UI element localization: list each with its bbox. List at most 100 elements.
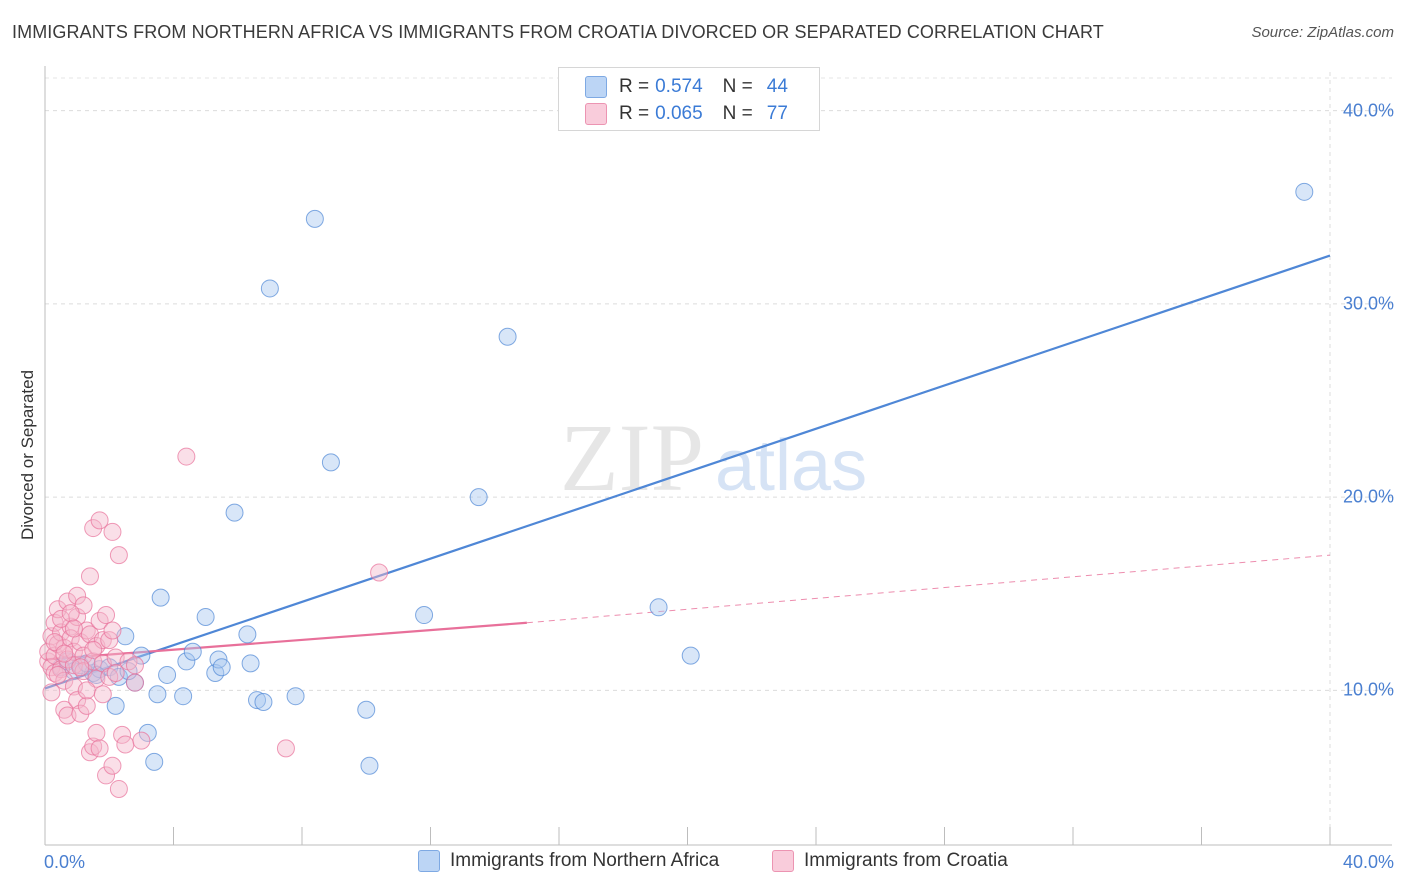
data-point bbox=[71, 658, 90, 677]
data-points bbox=[39, 182, 1314, 798]
data-point bbox=[254, 692, 273, 711]
legend-r-label: R = bbox=[619, 76, 650, 97]
trend-line bbox=[44, 254, 1331, 690]
bottom-legend-swatch-northern-africa bbox=[418, 850, 440, 872]
data-point bbox=[113, 725, 132, 744]
y-axis-label: Divorced or Separated bbox=[18, 369, 37, 541]
legend-n-label: N = bbox=[722, 76, 753, 97]
data-point bbox=[649, 598, 668, 617]
legend-n-value: 77 bbox=[766, 103, 788, 124]
data-point bbox=[116, 735, 135, 754]
data-point bbox=[80, 743, 99, 762]
data-point bbox=[103, 621, 122, 640]
data-point bbox=[260, 279, 279, 298]
data-point bbox=[138, 723, 157, 742]
y-tick-label: 40.0% bbox=[1342, 100, 1394, 121]
data-point bbox=[109, 546, 128, 565]
data-point bbox=[248, 691, 267, 710]
data-point bbox=[415, 606, 434, 625]
data-point bbox=[64, 656, 83, 675]
watermark-atlas: atlas bbox=[715, 426, 867, 506]
data-point bbox=[321, 453, 340, 472]
legend-row-croatia: R = 0.065 N = 77 bbox=[585, 101, 788, 127]
data-point bbox=[1295, 182, 1314, 201]
chart-title: IMMIGRANTS FROM NORTHERN AFRICA VS IMMIG… bbox=[12, 22, 1104, 42]
data-point bbox=[196, 607, 215, 626]
data-point bbox=[177, 447, 196, 466]
data-point bbox=[125, 673, 144, 692]
data-point bbox=[48, 665, 67, 684]
data-point bbox=[80, 567, 99, 586]
data-point bbox=[145, 752, 164, 771]
legend-row-northern-africa: R = 0.574 N = 44 bbox=[585, 74, 788, 100]
data-point bbox=[71, 704, 90, 723]
data-point bbox=[276, 739, 295, 758]
data-point bbox=[183, 642, 202, 661]
data-point bbox=[100, 631, 119, 650]
data-point bbox=[238, 625, 257, 644]
x-tick-label-max: 40.0% bbox=[1342, 852, 1394, 872]
legend-r-value: 0.574 bbox=[655, 76, 703, 97]
axes bbox=[44, 66, 1392, 846]
data-point bbox=[68, 691, 87, 710]
data-point bbox=[97, 766, 116, 785]
data-point bbox=[106, 664, 125, 683]
legend-swatch-northern-africa bbox=[585, 76, 607, 98]
trend-line-extension bbox=[526, 554, 1331, 624]
data-point bbox=[212, 658, 231, 677]
data-point bbox=[84, 519, 103, 538]
bottom-legend-label: Immigrants from Croatia bbox=[804, 850, 1008, 871]
watermark: ZIP atlas bbox=[560, 404, 867, 511]
data-point bbox=[106, 696, 125, 715]
data-point bbox=[84, 640, 103, 659]
data-point bbox=[74, 646, 93, 665]
trend-lines bbox=[44, 254, 1331, 690]
source-label: Source: ZipAtlas.com bbox=[1251, 24, 1394, 41]
data-point bbox=[93, 631, 112, 650]
data-point bbox=[177, 652, 196, 671]
data-point bbox=[77, 681, 96, 700]
data-point bbox=[103, 756, 122, 775]
legend-n-label: N = bbox=[722, 103, 753, 124]
data-point bbox=[125, 656, 144, 675]
data-point bbox=[225, 503, 244, 522]
gridlines bbox=[45, 72, 1392, 845]
data-point bbox=[241, 654, 260, 673]
data-point bbox=[357, 700, 376, 719]
data-point bbox=[84, 737, 103, 756]
data-point bbox=[61, 604, 80, 623]
data-point bbox=[174, 687, 193, 706]
data-point bbox=[90, 739, 109, 758]
data-point bbox=[42, 683, 61, 702]
legend-r-label: R = bbox=[619, 103, 650, 124]
y-tick-label: 10.0% bbox=[1342, 679, 1394, 700]
data-point bbox=[370, 563, 389, 582]
data-point bbox=[498, 327, 517, 346]
data-point bbox=[77, 696, 96, 715]
data-point bbox=[148, 685, 167, 704]
data-point bbox=[151, 588, 170, 607]
data-point bbox=[55, 638, 74, 657]
data-point bbox=[158, 665, 177, 684]
bottom-legend-croatia: Immigrants from Croatia bbox=[772, 850, 1008, 872]
legend-n-value: 44 bbox=[766, 76, 788, 97]
legend-r-value: 0.065 bbox=[655, 103, 703, 124]
data-point bbox=[68, 586, 87, 605]
data-point bbox=[52, 609, 71, 628]
data-point bbox=[681, 646, 700, 665]
data-point bbox=[109, 779, 128, 798]
data-point bbox=[55, 644, 74, 663]
data-point bbox=[103, 522, 122, 541]
data-point bbox=[42, 627, 61, 646]
x-tick-label-min: 0.0% bbox=[44, 852, 86, 872]
data-point bbox=[360, 756, 379, 775]
bottom-legend-swatch-croatia bbox=[772, 850, 794, 872]
bottom-legend-northern-africa: Immigrants from Northern Africa bbox=[418, 850, 719, 872]
data-point bbox=[64, 619, 83, 638]
watermark-zip: ZIP bbox=[560, 404, 704, 511]
data-point bbox=[45, 633, 64, 652]
data-point bbox=[87, 723, 106, 742]
y-tick-label: 30.0% bbox=[1342, 293, 1394, 314]
legend: R = 0.574 N = 44 R = 0.065 N = 77 bbox=[558, 67, 820, 131]
